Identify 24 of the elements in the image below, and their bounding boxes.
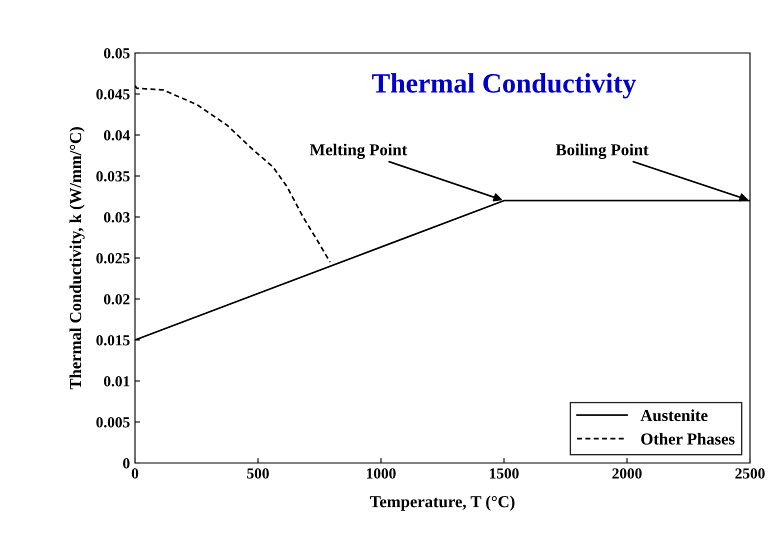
y-tick-label: 0.015 [96, 335, 130, 346]
x-tick-label: 1500 [490, 468, 519, 479]
annotation: Melting Point [310, 144, 408, 159]
annotation: Boiling Point [556, 144, 649, 159]
y-tick-label: 0 [123, 458, 130, 468]
y-tick-label: 0.025 [96, 253, 130, 264]
legend-label: Other Phases [641, 432, 735, 445]
x-tick-label: 2000 [612, 468, 642, 479]
x-tick-label: 0 [132, 468, 138, 479]
x-axis-title: Temperature, T (°C) [370, 496, 514, 511]
text: Thermal Conductivity [372, 73, 636, 98]
y-tick-label: 0.035 [96, 171, 130, 182]
y-axis-title: Thermal Conductivity, k (W/mm/°C) [69, 127, 85, 390]
y-tick-label: 0.03 [104, 212, 130, 223]
y-tick-label: 0.045 [96, 89, 130, 100]
x-tick-label: 1000 [366, 468, 396, 479]
y-tick-label: 0.05 [104, 48, 130, 59]
y-tick-label: 0.02 [104, 294, 130, 305]
x-tick-label: 500 [247, 468, 269, 479]
y-tick-label: 0.005 [96, 417, 130, 428]
y-tick-label: 0.01 [104, 376, 130, 387]
y-tick-label: 0.04 [104, 130, 130, 141]
legend-label: Austenite [640, 409, 708, 422]
x-tick-label: 2500 [735, 468, 765, 479]
